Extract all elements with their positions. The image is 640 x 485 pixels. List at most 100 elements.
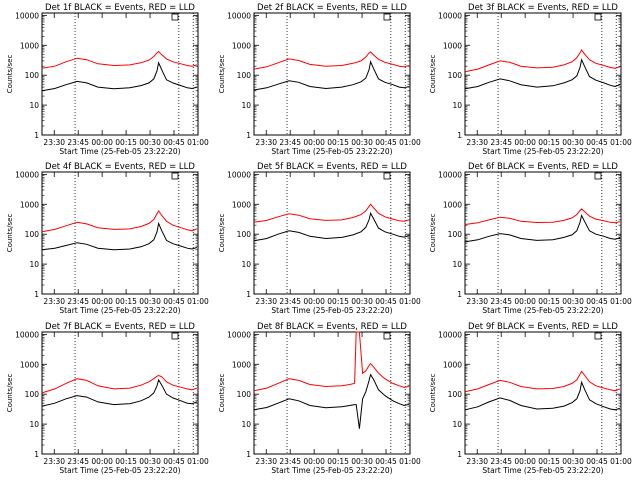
y-axis-label: Counts/sec xyxy=(6,374,14,413)
x-tick-label: 00:15 xyxy=(115,297,137,306)
x-tick-label: 23:30 xyxy=(255,297,277,306)
x-tick-label: 00:00 xyxy=(514,457,536,466)
detector-panel: Det 2f BLACK = Events, RED = LLD 1 10 100 10… xyxy=(218,3,421,156)
x-tick-label: 00:30 xyxy=(562,297,584,306)
x-tick-label: 00:30 xyxy=(351,138,373,147)
x-tick-label: 23:30 xyxy=(43,297,65,306)
y-tick-label: 1000 xyxy=(443,360,462,369)
lld-series-line xyxy=(41,209,198,233)
x-tick-label: 01:00 xyxy=(399,138,421,147)
y-tick-label: 1 xyxy=(34,290,39,299)
plot-frame xyxy=(41,331,199,455)
y-tick-label: 10 xyxy=(452,420,462,429)
x-tick-label: 23:30 xyxy=(255,457,277,466)
x-tick-label: 00:30 xyxy=(351,297,373,306)
x-tick-label: 00:30 xyxy=(139,138,161,147)
y-tick-label: 100 xyxy=(25,230,40,239)
x-tick-label: 00:15 xyxy=(538,297,560,306)
x-tick-label: 00:00 xyxy=(303,138,325,147)
y-tick-label: 10000 xyxy=(227,170,251,179)
legend-marker xyxy=(594,13,602,21)
x-tick-label: 00:00 xyxy=(91,138,113,147)
y-tick-label: 10000 xyxy=(15,170,39,179)
x-axis-label: Start Time (25-Feb-05 23:22:20) xyxy=(482,466,603,475)
plot-frame xyxy=(41,171,199,295)
y-tick-label: 100 xyxy=(25,71,40,80)
y-axis-label: Counts/sec xyxy=(429,214,437,253)
panel-title: Det 7f BLACK = Events, RED = LLD xyxy=(45,322,195,332)
x-tick-label: 00:15 xyxy=(327,138,349,147)
plot-frame xyxy=(41,12,199,136)
y-tick-label: 1000 xyxy=(232,200,251,209)
events-series-line xyxy=(464,214,621,243)
events-series-line xyxy=(464,58,621,90)
x-tick-label: 00:00 xyxy=(514,138,536,147)
y-tick-label: 1 xyxy=(457,450,462,459)
x-tick-label: 00:30 xyxy=(139,457,161,466)
detector-panel: Det 5f BLACK = Events, RED = LLD 1 10 100 10… xyxy=(218,162,421,315)
x-tick-label: 00:00 xyxy=(91,457,113,466)
y-tick-label: 1000 xyxy=(20,200,39,209)
x-tick-label: 01:00 xyxy=(187,297,209,306)
x-tick-label: 00:00 xyxy=(514,297,536,306)
lld-series-line xyxy=(41,374,198,394)
events-series-line xyxy=(253,373,410,429)
x-tick-label: 00:15 xyxy=(327,457,349,466)
x-tick-label: 23:45 xyxy=(279,457,301,466)
x-tick-label: 00:45 xyxy=(375,297,397,306)
y-tick-label: 100 xyxy=(237,71,252,80)
x-tick-label: 01:00 xyxy=(610,297,632,306)
events-series-line xyxy=(253,60,410,91)
y-tick-label: 10 xyxy=(29,420,39,429)
y-tick-label: 100 xyxy=(237,230,252,239)
panel-title: Det 2f BLACK = Events, RED = LLD xyxy=(257,3,407,13)
x-tick-label: 00:00 xyxy=(303,297,325,306)
detector-panel: Det 8f BLACK = Events, RED = LLD 1 10 100 10… xyxy=(218,322,421,475)
detector-panel: Det 3f BLACK = Events, RED = LLD 1 10 100 10… xyxy=(429,3,632,156)
lld-series-line xyxy=(253,331,409,392)
x-tick-label: 00:15 xyxy=(115,457,137,466)
y-axis-label: Counts/sec xyxy=(218,55,226,94)
x-tick-label: 00:30 xyxy=(562,457,584,466)
x-tick-label: 00:45 xyxy=(375,457,397,466)
plot-frame xyxy=(253,12,411,136)
x-tick-label: 00:00 xyxy=(91,297,113,306)
x-tick-label: 00:45 xyxy=(586,138,608,147)
x-tick-label: 00:15 xyxy=(538,138,560,147)
x-tick-label: 01:00 xyxy=(399,457,421,466)
y-tick-label: 10 xyxy=(241,420,251,429)
plot-frame xyxy=(464,331,622,455)
x-tick-label: 23:45 xyxy=(279,138,301,147)
panel-title: Det 4f BLACK = Events, RED = LLD xyxy=(45,162,195,172)
y-tick-label: 1000 xyxy=(232,360,251,369)
x-axis-label: Start Time (25-Feb-05 23:22:20) xyxy=(482,147,603,156)
x-tick-label: 00:00 xyxy=(303,457,325,466)
panel-title: Det 8f BLACK = Events, RED = LLD xyxy=(257,322,407,332)
x-tick-label: 00:45 xyxy=(163,138,185,147)
x-axis-label: Start Time (25-Feb-05 23:22:20) xyxy=(59,147,180,156)
x-tick-label: 23:30 xyxy=(255,138,277,147)
y-tick-label: 100 xyxy=(448,390,463,399)
x-tick-label: 23:30 xyxy=(43,457,65,466)
y-tick-label: 10000 xyxy=(15,11,39,20)
x-tick-label: 01:00 xyxy=(399,297,421,306)
y-tick-label: 1000 xyxy=(232,41,251,50)
x-tick-label: 23:45 xyxy=(279,297,301,306)
x-tick-label: 00:15 xyxy=(538,457,560,466)
lld-series-line xyxy=(253,51,410,70)
detector-panel: Det 6f BLACK = Events, RED = LLD 1 10 100 10… xyxy=(429,162,632,315)
y-tick-label: 10 xyxy=(29,260,39,269)
y-tick-label: 1 xyxy=(457,131,462,140)
panel-title: Det 6f BLACK = Events, RED = LLD xyxy=(468,162,618,172)
x-tick-label: 00:45 xyxy=(375,138,397,147)
lld-series-line xyxy=(253,203,410,223)
y-tick-label: 1 xyxy=(34,450,39,459)
y-tick-label: 100 xyxy=(237,390,252,399)
x-tick-label: 23:45 xyxy=(67,138,89,147)
y-tick-label: 10000 xyxy=(438,170,462,179)
y-axis-label: Counts/sec xyxy=(218,374,226,413)
x-tick-label: 01:00 xyxy=(187,457,209,466)
x-axis-label: Start Time (25-Feb-05 23:22:20) xyxy=(271,147,392,156)
y-tick-label: 1 xyxy=(246,290,251,299)
